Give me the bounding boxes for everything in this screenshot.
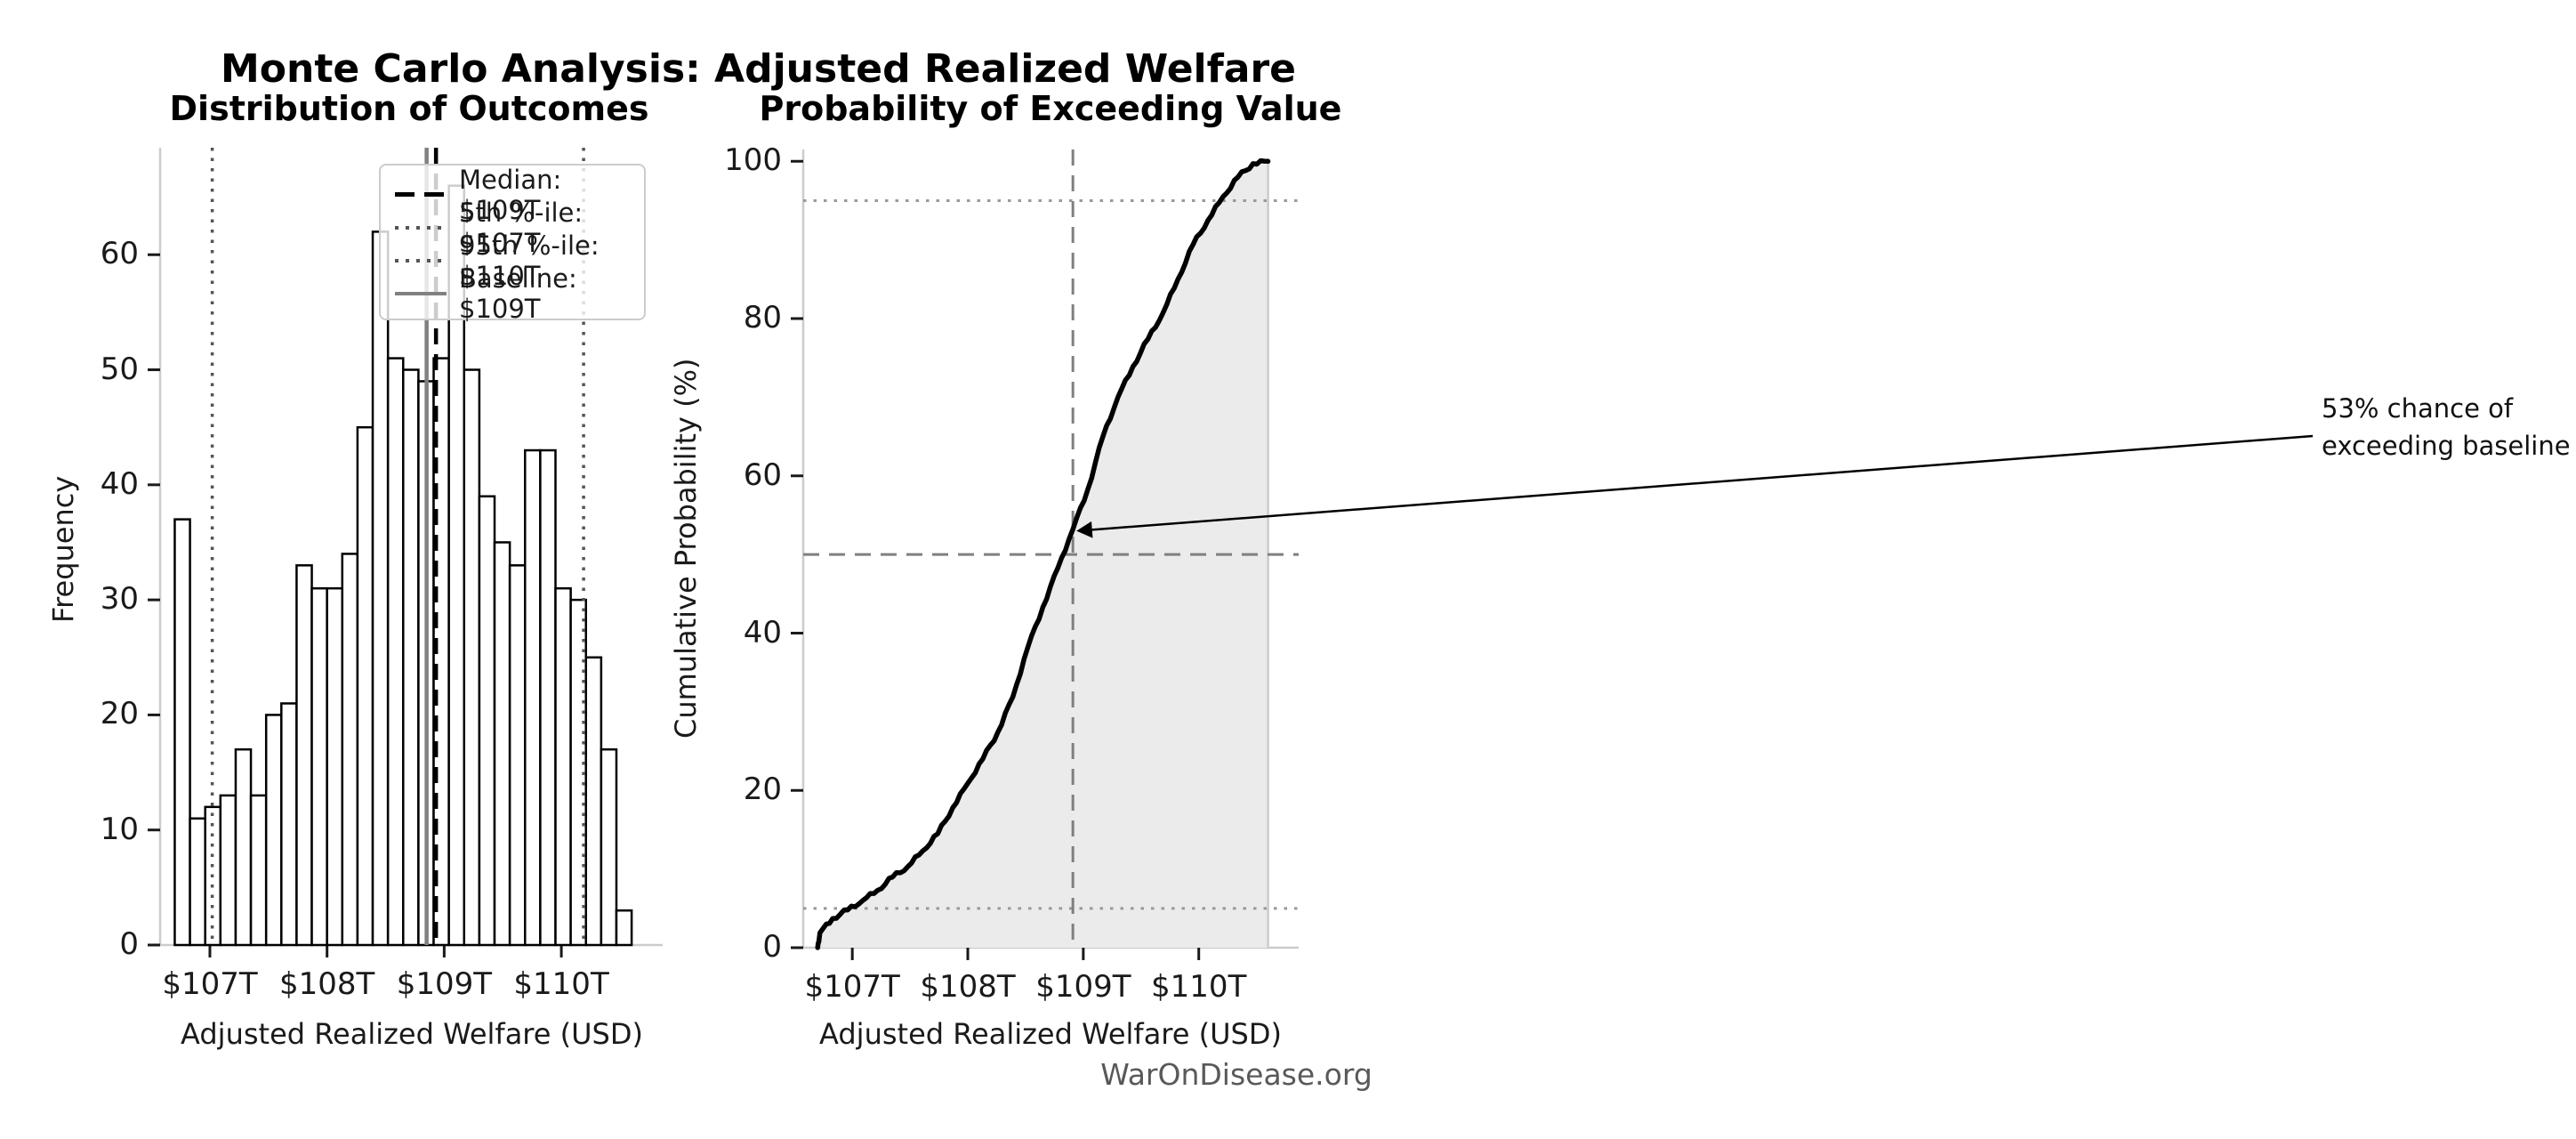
left-x-tick-label: $107T [162,966,258,1002]
legend-item-baseline: Baseline: $109T [395,263,630,324]
histogram-bar [463,368,481,947]
histogram-bar [249,794,268,947]
left-y-tick-label: 50 [100,351,139,387]
left-y-tick-label: 20 [100,696,139,732]
left-xaxis-label: Adjusted Realized Welfare (USD) [181,1017,643,1051]
baseline-line-sample-icon [395,291,447,295]
figure-suptitle: Monte Carlo Analysis: Adjusted Realized … [221,46,1296,92]
right-x-tick-label: $108T [920,969,1016,1005]
legend-label: Baseline: $109T [459,263,577,324]
histogram-bar [189,817,206,947]
cdf-curve [815,158,1271,950]
legend-label: 5th %-ile: $107T [459,197,584,258]
histogram-bar [219,794,237,947]
legend-item-5th-percentile: 5th %-ile: $107T [395,198,630,258]
right-x-tick-label: $107T [804,969,900,1005]
cdf-fill-area [817,160,1268,949]
left-x-tick-label: $110T [513,966,609,1002]
legend-item-median: Median: $109T [395,165,630,225]
right-plot-title: Probability of Exceeding Value [759,89,1342,128]
left-y-tick-label: 0 [119,926,139,962]
annotation-arrow-line [1089,434,2314,531]
histogram-bar [280,702,298,947]
histogram-bar [173,518,191,947]
median-line-sample-icon [395,192,447,197]
footer-watermark: WarOnDisease.org [1100,1057,1373,1092]
legend-box: Median: $109T 5th %-ile: $107T 95th %-il… [379,164,646,324]
histogram-bar [524,448,542,947]
percentile5-line-sample-icon [395,225,447,230]
right-y-tick-label: 80 [743,300,782,335]
histogram-bar [615,909,633,947]
right-y-tick-label: 20 [743,771,782,808]
left-y-tick-label: 60 [100,236,139,272]
legend-label: Median: $109T [459,164,562,225]
annotation-line-2: exceeding baseline [2322,431,2571,461]
annotation-arrowhead-icon [1076,521,1093,538]
right-x-tick-label: $109T [1035,969,1131,1005]
histogram-bar [356,425,374,947]
percentile95-line-sample-icon [395,258,447,263]
left-plot-title: Distribution of Outcomes [169,89,649,128]
left-x-tick-label: $108T [279,966,375,1002]
histogram-bar [600,747,618,947]
right-yaxis-label: Cumulative Probability (%) [669,358,703,739]
left-y-tick-label: 10 [100,811,139,847]
histogram-bar [402,368,420,947]
histogram-bar [234,747,253,947]
right-xaxis-label: Adjusted Realized Welfare (USD) [819,1017,1282,1051]
right-x-tick-label: $110T [1151,969,1247,1005]
histogram-bar [371,230,390,947]
histogram-bar [341,553,359,947]
histogram-bars [173,184,633,947]
right-y-tick-label: 100 [724,142,782,179]
histogram-bar [584,656,603,947]
left-x-tick-label: $109T [396,966,493,1002]
left-y-tick-label: 30 [100,581,139,618]
histogram-bar [493,541,511,947]
left-y-tick-label: 40 [100,465,139,502]
legend-label: 95th %-ile: $110T [459,230,600,291]
legend-item-95th-percentile: 95th %-ile: $110T [395,230,630,291]
histogram-bar [554,586,572,947]
right-y-tick-label: 0 [762,929,782,965]
histogram-bar [539,448,557,947]
annotation-line-1: 53% chance of [2322,393,2514,424]
histogram-bar [326,586,344,947]
histogram-bar [295,564,313,947]
histogram-bar [478,495,496,947]
histogram-bar [508,564,527,947]
histogram-bar [310,586,328,947]
histogram-bar [386,357,405,947]
right-y-tick-label: 40 [743,614,782,650]
right-y-tick-label: 60 [743,456,782,493]
histogram-bar [264,714,283,947]
annotation-exceed-baseline: 53% chance of exceeding baseline [2322,390,2571,464]
